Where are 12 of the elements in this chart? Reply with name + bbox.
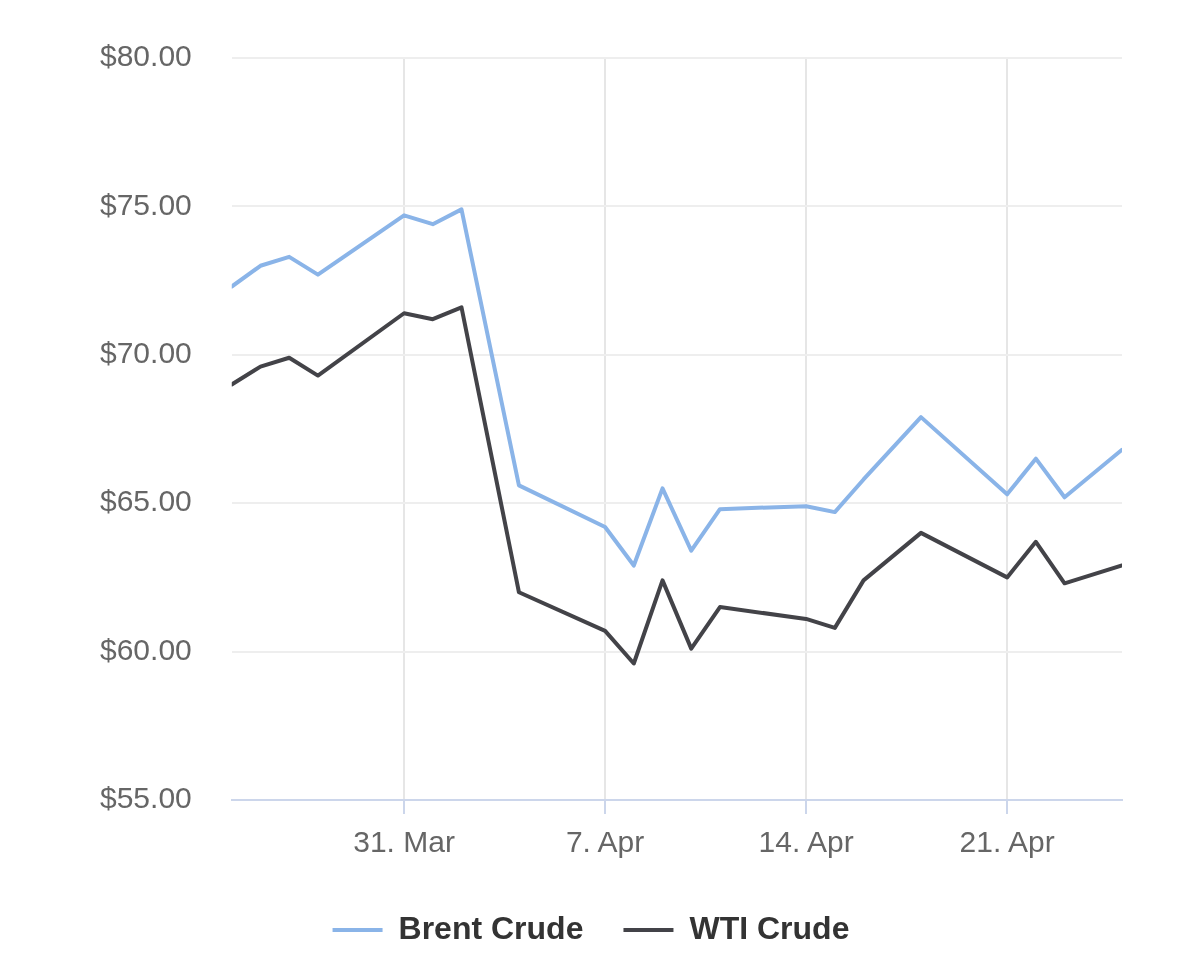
x-tick-label: 14. Apr — [758, 825, 854, 859]
x-tick-label: 7. Apr — [565, 825, 645, 859]
y-tick-label: $75.00 — [99, 187, 192, 221]
x-tick-label: 21. Apr — [959, 825, 1055, 859]
legend-label: Brent Crude — [398, 909, 584, 946]
x-tick-label: 31. Mar — [353, 825, 455, 859]
y-tick-label: $70.00 — [99, 336, 192, 370]
y-tick-label: $65.00 — [99, 484, 192, 518]
y-tick-label: $55.00 — [99, 781, 192, 815]
y-tick-label: $80.00 — [99, 39, 192, 73]
legend-label: WTI Crude — [689, 909, 850, 946]
y-tick-label: $60.00 — [99, 632, 192, 666]
